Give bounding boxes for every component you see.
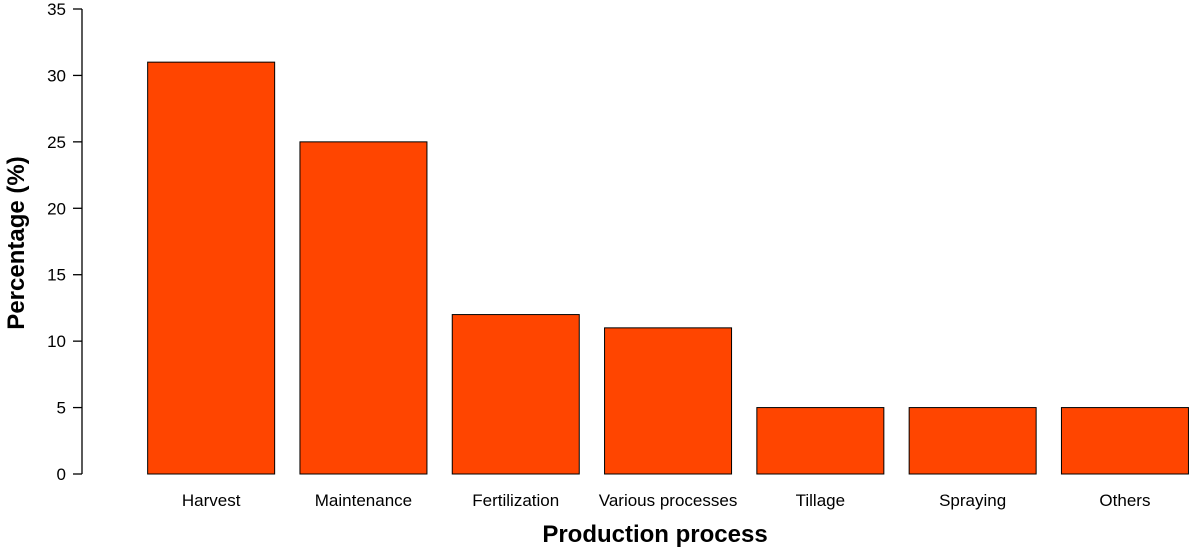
y-tick-label: 30 xyxy=(47,66,66,85)
y-axis-title: Percentage (%) xyxy=(3,156,30,329)
x-tick-label: Tillage xyxy=(796,491,845,510)
x-tick-label: Harvest xyxy=(182,491,241,510)
y-tick-label: 35 xyxy=(47,0,66,19)
y-tick-label: 15 xyxy=(47,266,66,285)
x-tick-label: Maintenance xyxy=(315,491,412,510)
x-tick-label: Fertilization xyxy=(472,491,559,510)
y-tick-label: 0 xyxy=(57,465,66,484)
y-axis: 0 5 10 15 20 25 30 35 xyxy=(47,0,83,484)
y-tick-label: 5 xyxy=(57,399,66,418)
x-tick-label: Spraying xyxy=(939,491,1006,510)
x-axis-title: Production process xyxy=(542,521,767,548)
y-tick-label: 25 xyxy=(47,133,66,152)
bar-harvest xyxy=(147,61,276,475)
x-tick-label: Various processes xyxy=(599,491,738,510)
bar-maintenance xyxy=(299,141,428,475)
bar-fertilization xyxy=(451,314,580,475)
bar-tillage xyxy=(756,407,885,475)
bar-various-processes xyxy=(604,327,733,475)
x-axis-labels: Harvest Maintenance Fertilization Various p… xyxy=(182,491,1151,510)
bars xyxy=(147,61,1189,475)
y-tick-label: 10 xyxy=(47,332,66,351)
bar-others xyxy=(1060,407,1189,475)
x-tick-label: Others xyxy=(1099,491,1150,510)
y-tick-label: 20 xyxy=(47,199,66,218)
bar-spraying xyxy=(908,407,1037,475)
